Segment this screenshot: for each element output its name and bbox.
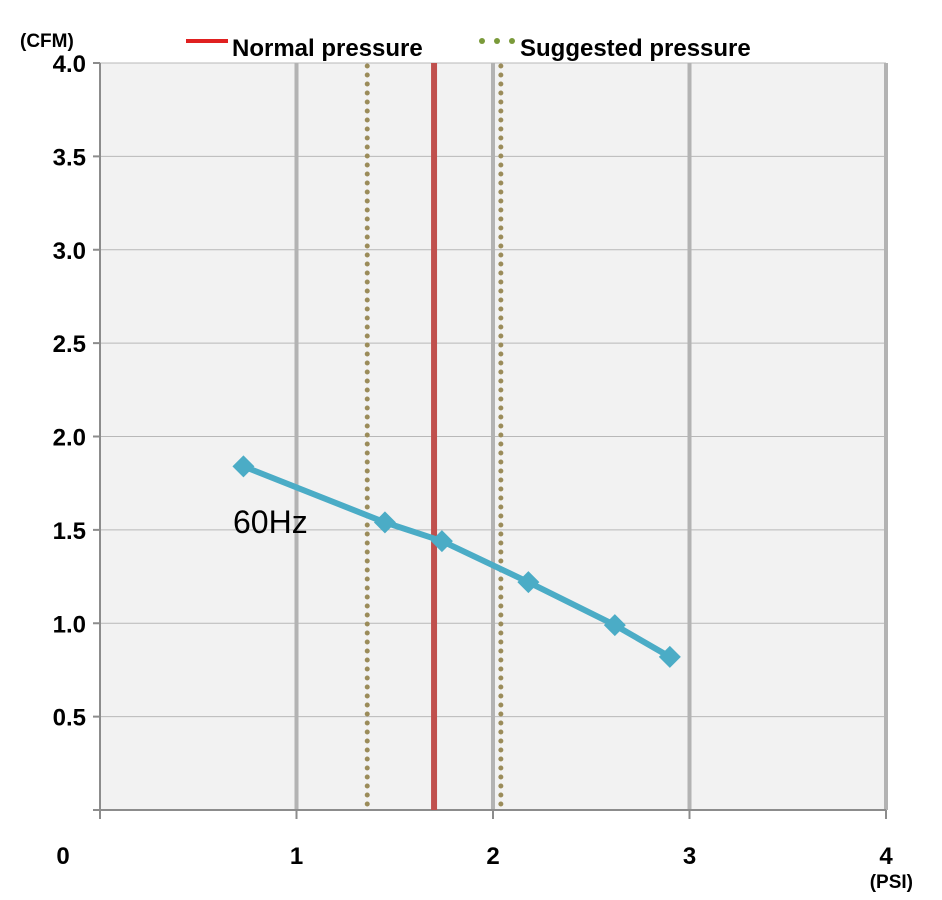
legend: Normal pressure Suggested pressure — [186, 35, 751, 62]
legend-swatch-suggested-dot-0 — [479, 38, 485, 44]
y-axis-unit-label: (CFM) — [20, 31, 74, 52]
x-tick-label-3: 3 — [683, 843, 696, 870]
data-point-0-1 — [373, 511, 396, 534]
reference-lines — [364, 63, 504, 813]
y-tick-label-4.0: 4.0 — [53, 51, 86, 78]
legend-swatch-suggested-dot-1 — [494, 38, 500, 44]
x-tick-label-4: 4 — [879, 843, 893, 870]
legend-label-normal: Normal pressure — [232, 35, 423, 62]
series-line-0 — [242, 463, 672, 660]
x-axis-unit-label: (PSI) — [870, 872, 913, 893]
y-tick-label-2.0: 2.0 — [53, 425, 86, 452]
y-tick-label-3.5: 3.5 — [53, 144, 86, 171]
data-point-0-2 — [430, 530, 453, 553]
series: 60Hz — [232, 455, 681, 668]
data-point-0-5 — [658, 645, 681, 668]
y-tick-label-0.5: 0.5 — [53, 705, 86, 732]
grid-lines — [100, 62, 888, 810]
y-tick-label-3.0: 3.0 — [53, 238, 86, 265]
data-point-0-0 — [232, 455, 255, 478]
y-tick-label-1.5: 1.5 — [53, 518, 86, 545]
axis-ticks — [93, 62, 887, 819]
series-label: 60Hz — [233, 504, 308, 540]
data-point-0-4 — [603, 614, 626, 637]
legend-label-suggested: Suggested pressure — [520, 35, 751, 62]
tick-labels: 0.5 1.0 1.5 2.0 2.5 3.0 3.5 4.0 0 1 2 3 4 (CFM) (PSI) — [20, 31, 913, 893]
x-tick-label-1: 1 — [290, 843, 303, 870]
y-tick-label-2.5: 2.5 — [53, 331, 86, 358]
y-tick-label-1.0: 1.0 — [53, 611, 86, 638]
x-tick-label-2: 2 — [486, 843, 499, 870]
x-tick-label-0: 0 — [56, 843, 69, 870]
data-point-0-3 — [517, 571, 540, 594]
legend-swatch-suggested-dot-2 — [509, 38, 515, 44]
